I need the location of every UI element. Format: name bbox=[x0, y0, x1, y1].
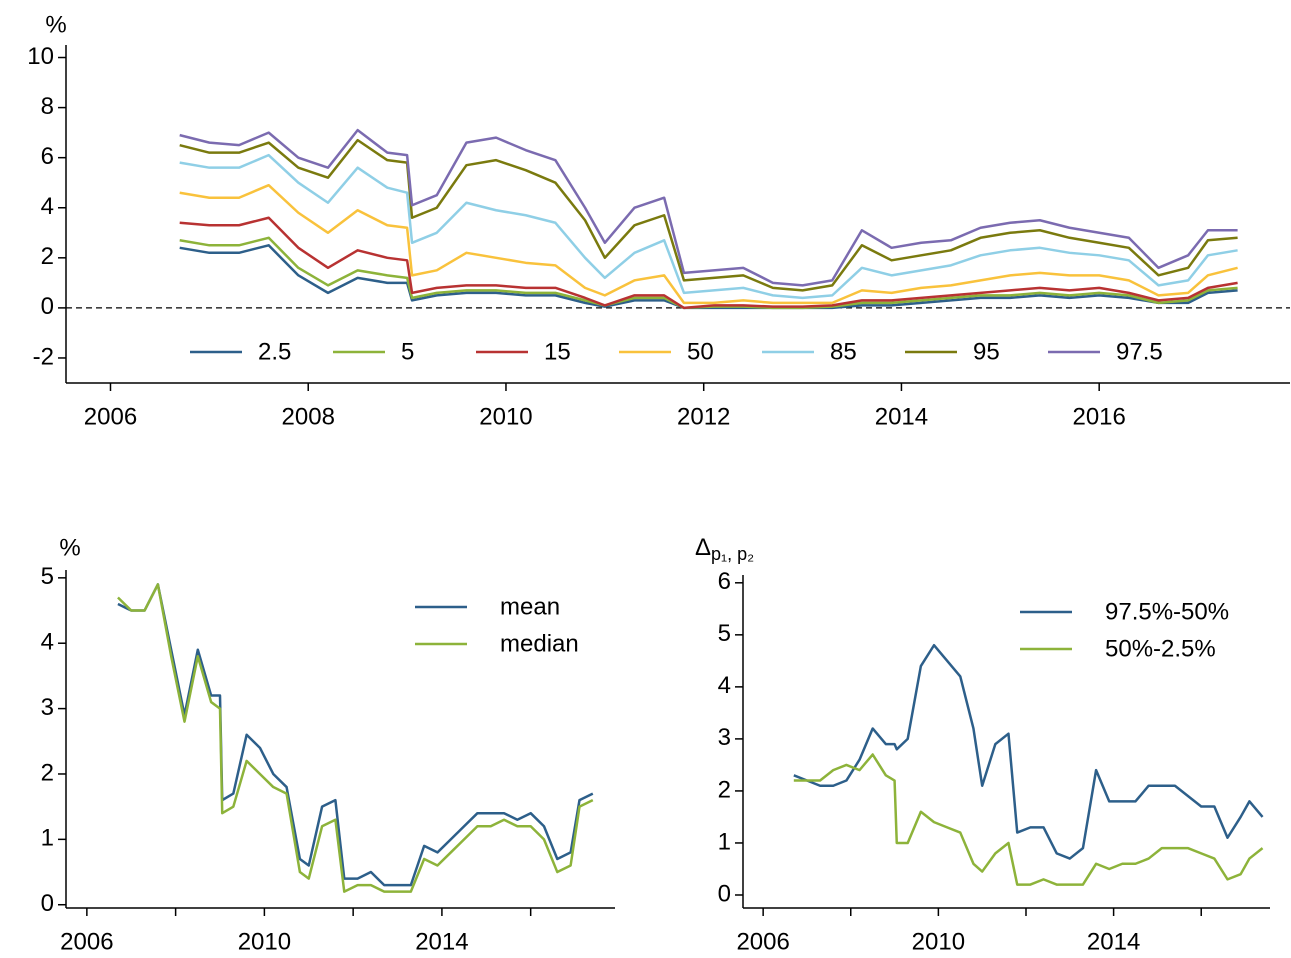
y-tick-label: 5 bbox=[41, 563, 54, 590]
series-line bbox=[793, 753, 1264, 886]
series-line bbox=[179, 183, 1238, 305]
y-tick-label: -2 bbox=[33, 343, 54, 370]
series-line bbox=[117, 583, 594, 887]
legend-label: 50 bbox=[687, 338, 714, 365]
y-tick-label: 4 bbox=[41, 629, 54, 656]
y-axis-label-main: Δ bbox=[695, 534, 711, 561]
x-tick-label: 2012 bbox=[677, 403, 730, 430]
x-tick-label: 2016 bbox=[1072, 403, 1125, 430]
legend-label: 2.5 bbox=[258, 338, 291, 365]
x-tick-label: 2006 bbox=[60, 928, 113, 955]
y-tick-label: 6 bbox=[41, 143, 54, 170]
y-axis-label: % bbox=[45, 11, 66, 38]
y-tick-label: 0 bbox=[41, 293, 54, 320]
legend-label: 97.5%-50% bbox=[1105, 598, 1229, 625]
y-tick-label: 2 bbox=[718, 776, 731, 803]
y-tick-label: 0 bbox=[41, 890, 54, 917]
x-tick-label: 2014 bbox=[875, 403, 928, 430]
series-line bbox=[179, 138, 1238, 292]
series-line bbox=[117, 583, 594, 893]
y-tick-label: 4 bbox=[41, 193, 54, 220]
x-tick-label: 2014 bbox=[1087, 928, 1140, 955]
y-tick-label: 10 bbox=[27, 43, 54, 70]
y-tick-label: 1 bbox=[41, 825, 54, 852]
y-tick-label: 8 bbox=[41, 93, 54, 120]
y-tick-label: 3 bbox=[718, 724, 731, 751]
series-line bbox=[179, 128, 1238, 287]
x-tick-label: 2010 bbox=[479, 403, 532, 430]
legend-label: 50%-2.5% bbox=[1105, 635, 1216, 662]
y-tick-label: 3 bbox=[41, 694, 54, 721]
series-line bbox=[179, 216, 1238, 310]
y-tick-label: 0 bbox=[718, 880, 731, 907]
legend-label: 97.5 bbox=[1116, 338, 1163, 365]
y-tick-label: 1 bbox=[718, 828, 731, 855]
y-tick-label: 5 bbox=[718, 620, 731, 647]
y-axis-label: % bbox=[59, 534, 80, 561]
x-tick-label: 2014 bbox=[415, 928, 468, 955]
y-tick-label: 4 bbox=[718, 672, 731, 699]
series-line bbox=[179, 153, 1238, 300]
y-tick-label: 2 bbox=[41, 759, 54, 786]
legend-label: 95 bbox=[973, 338, 1000, 365]
x-tick-label: 2006 bbox=[84, 403, 137, 430]
legend-label: 5 bbox=[401, 338, 414, 365]
y-tick-label: 6 bbox=[718, 568, 731, 595]
x-tick-label: 2010 bbox=[912, 928, 965, 955]
y-axis-label: Δp₁, p₂ bbox=[695, 534, 754, 563]
legend-label: 15 bbox=[544, 338, 571, 365]
y-axis-label-sub: p₁, p₂ bbox=[711, 544, 754, 564]
legend-label: mean bbox=[500, 593, 560, 620]
y-tick-label: 2 bbox=[41, 243, 54, 270]
x-tick-label: 2010 bbox=[238, 928, 291, 955]
legend-label: 85 bbox=[830, 338, 857, 365]
x-tick-label: 2006 bbox=[736, 928, 789, 955]
series-line bbox=[793, 643, 1264, 860]
legend-label: median bbox=[500, 630, 579, 657]
x-tick-label: 2008 bbox=[282, 403, 335, 430]
